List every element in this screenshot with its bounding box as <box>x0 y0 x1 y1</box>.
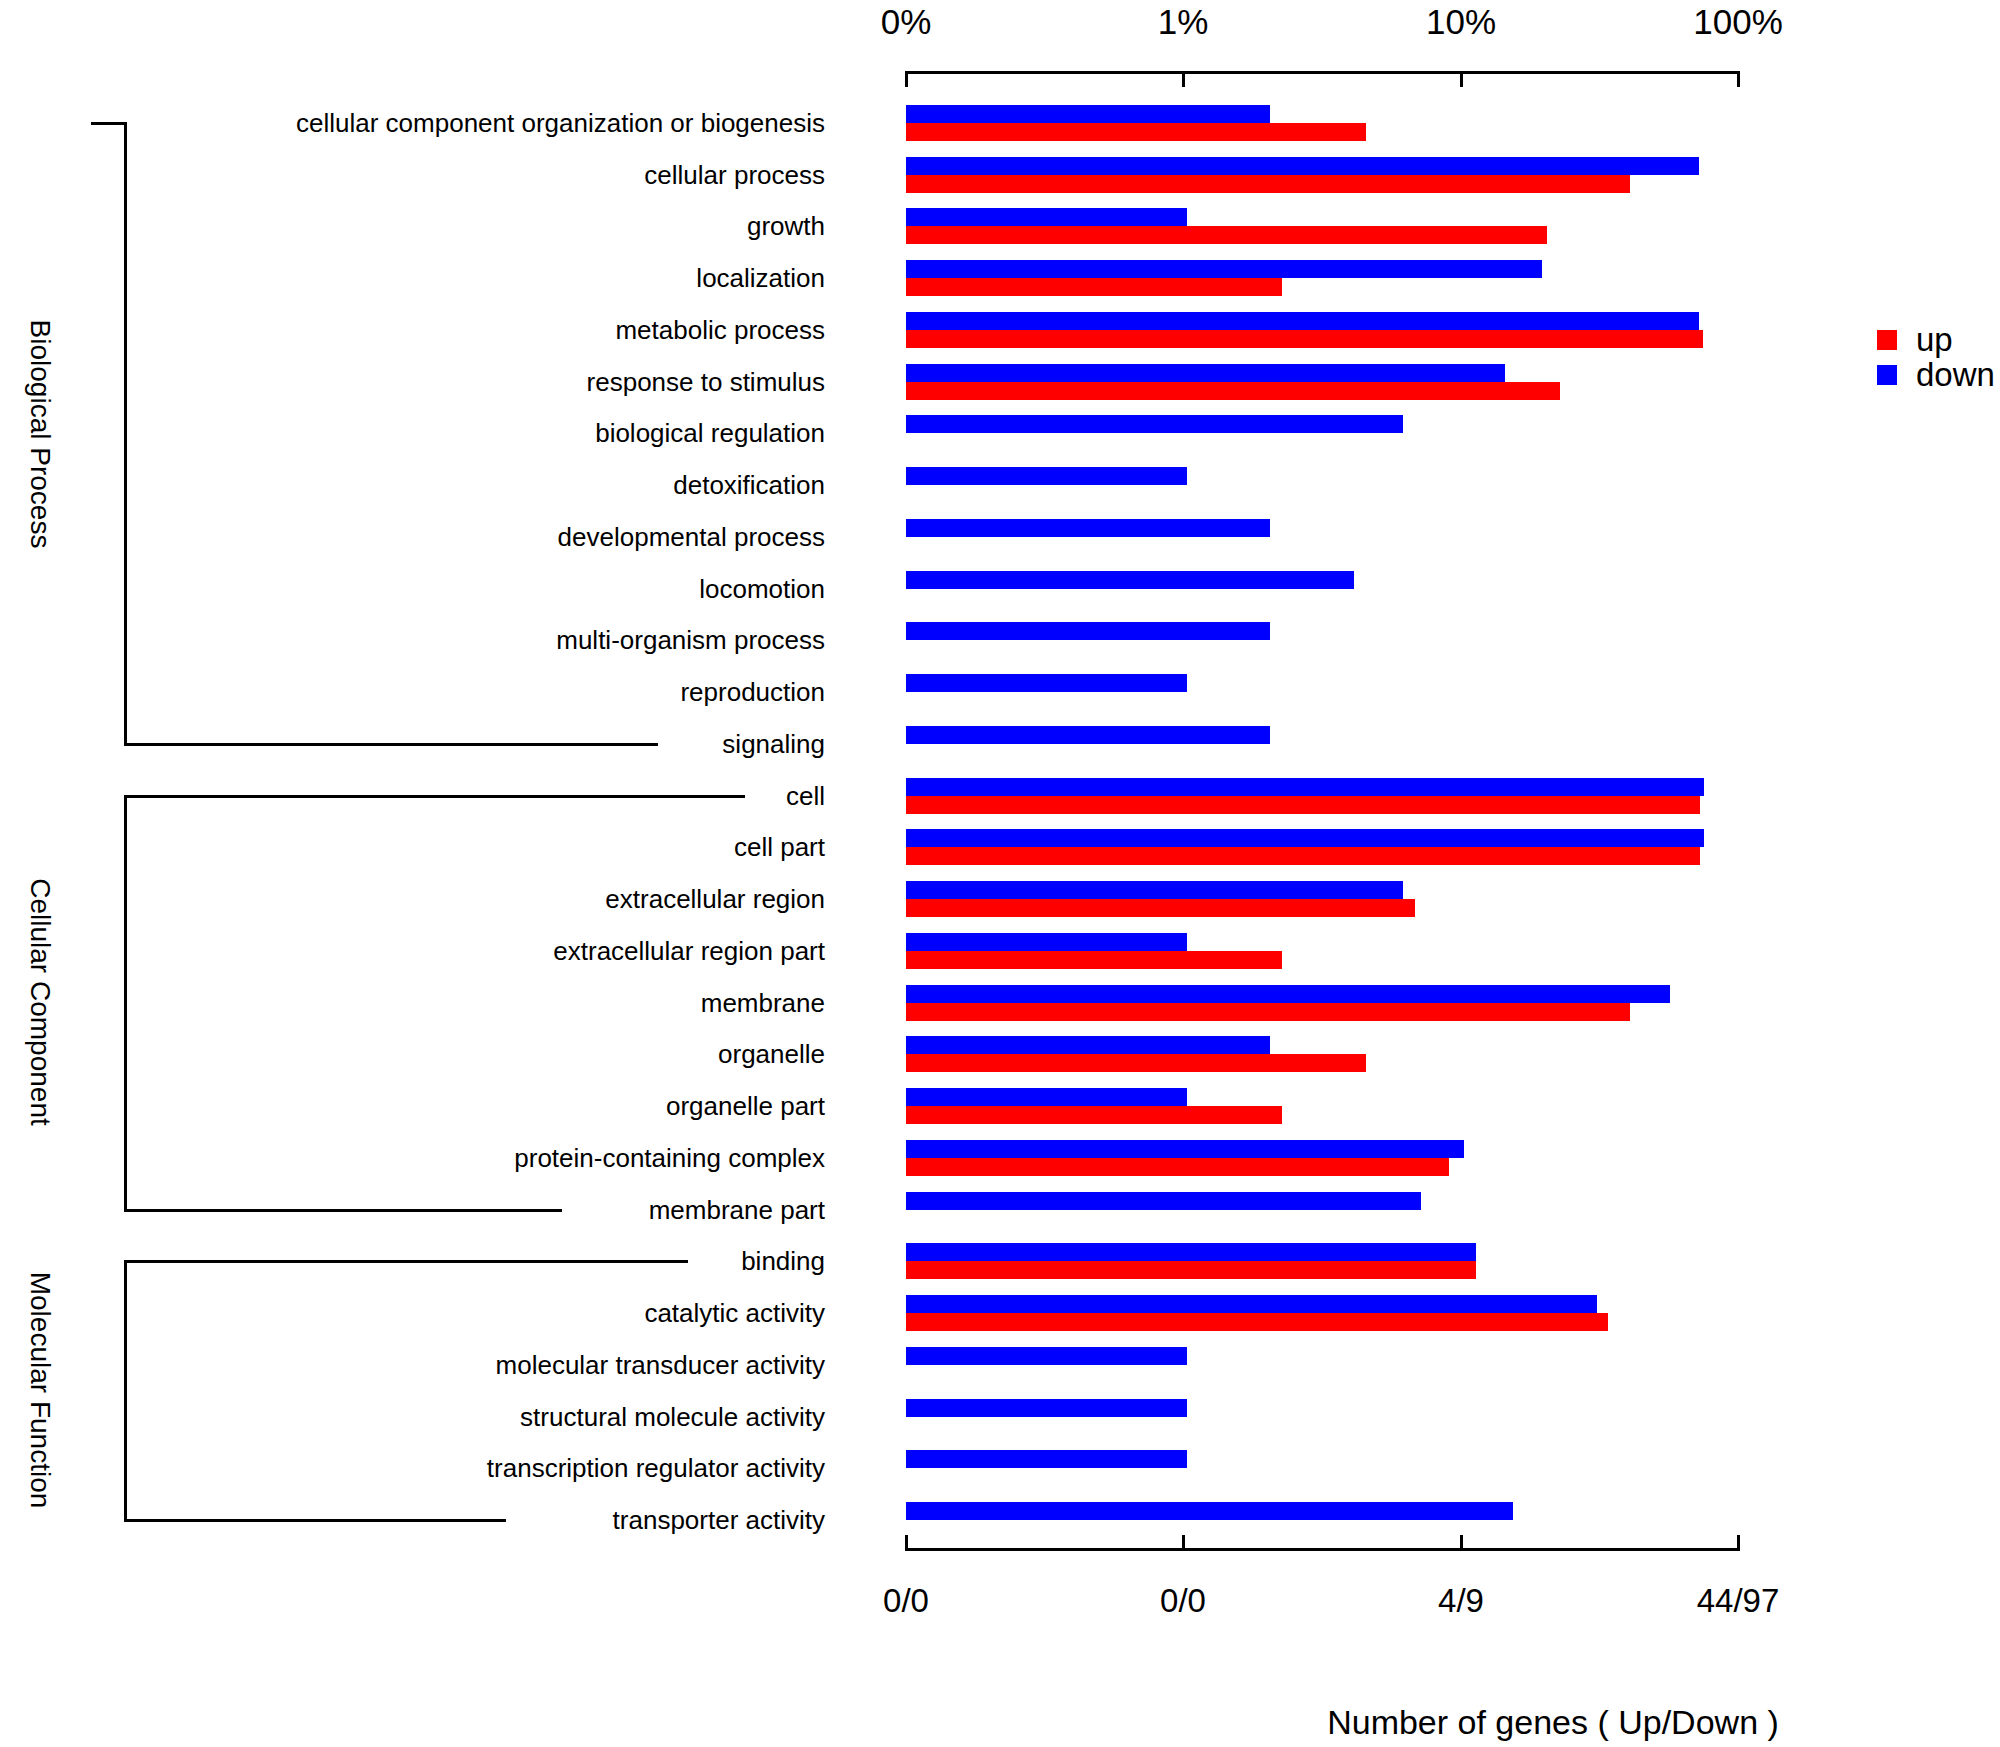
top-axis-tick <box>905 71 908 87</box>
legend-entry-down: down <box>1877 357 1995 392</box>
bar-up <box>906 1054 1366 1072</box>
bar-down <box>906 312 1699 330</box>
bar-up <box>906 226 1547 244</box>
go-annotation-chart: Biological Process Cellular Component Mo… <box>0 0 2000 1747</box>
legend-label-up: up <box>1916 322 1953 357</box>
bar-up <box>906 1003 1630 1021</box>
bar-up <box>906 123 1366 141</box>
bar-down <box>906 105 1270 123</box>
bar-down <box>906 829 1704 847</box>
bar-up <box>906 1261 1476 1279</box>
bar-up <box>906 847 1700 865</box>
bar-down <box>906 622 1270 640</box>
group-bracket-vertical <box>124 1260 127 1522</box>
bar-down <box>906 1502 1513 1520</box>
bar-down <box>906 1140 1464 1158</box>
legend-label-down: down <box>1916 357 1995 392</box>
bar-down <box>906 726 1270 744</box>
bar-down <box>906 1088 1187 1106</box>
bar-down <box>906 157 1699 175</box>
top-axis-tick-label: 1% <box>1158 2 1209 42</box>
bottom-axis-tick <box>1737 1535 1740 1551</box>
bar-down <box>906 1036 1270 1054</box>
top-axis-tick <box>1460 71 1463 87</box>
bar-down <box>906 674 1187 692</box>
bar-up <box>906 796 1700 814</box>
bar-down <box>906 260 1542 278</box>
bar-down <box>906 1192 1421 1210</box>
group-bracket-vertical <box>124 122 127 746</box>
top-axis-tick-label: 0% <box>881 2 932 42</box>
bottom-axis-tick-label: 44/97 <box>1697 1582 1780 1620</box>
bar-up <box>906 382 1560 400</box>
group-bracket-vertical <box>124 795 127 1212</box>
bar-up <box>906 951 1282 969</box>
bar-up <box>906 330 1703 348</box>
bar-down <box>906 1450 1187 1468</box>
top-axis-tick <box>1737 71 1740 87</box>
group-bracket-top <box>91 122 127 125</box>
bar-down <box>906 519 1270 537</box>
bar-up <box>906 175 1630 193</box>
bar-down <box>906 881 1403 899</box>
bar-down <box>906 1243 1476 1261</box>
bar-down <box>906 208 1187 226</box>
top-axis-tick-label: 100% <box>1693 2 1783 42</box>
group-bracket-bottom <box>124 743 658 746</box>
top-axis <box>905 71 1740 74</box>
top-axis-tick-label: 10% <box>1426 2 1496 42</box>
bar-up <box>906 1158 1449 1176</box>
group-bracket-bottom <box>124 1519 506 1522</box>
bar-down <box>906 1347 1187 1365</box>
bar-up <box>906 899 1415 917</box>
bar-down <box>906 1295 1597 1313</box>
bottom-axis-tick <box>905 1535 908 1551</box>
bar-up <box>906 1106 1282 1124</box>
legend-swatch-up-icon <box>1877 330 1897 350</box>
group-bracket-top <box>124 795 745 798</box>
x-axis-title: Number of genes ( Up/Down ) <box>1327 1703 1779 1742</box>
bar-down <box>906 415 1403 433</box>
bar-up <box>906 1313 1608 1331</box>
bar-up <box>906 278 1282 296</box>
bottom-axis-tick-label: 4/9 <box>1438 1582 1484 1620</box>
group-bracket-top <box>124 1260 688 1263</box>
bottom-axis <box>905 1548 1740 1551</box>
bar-down <box>906 467 1187 485</box>
legend-swatch-down-icon <box>1877 365 1897 385</box>
legend-entry-up: up <box>1877 322 1995 357</box>
bar-down <box>906 933 1187 951</box>
bar-down <box>906 985 1670 1003</box>
bottom-axis-tick-label: 0/0 <box>883 1582 929 1620</box>
bar-down <box>906 1399 1187 1417</box>
bar-down <box>906 571 1354 589</box>
bar-down <box>906 364 1505 382</box>
bottom-axis-tick-label: 0/0 <box>1160 1582 1206 1620</box>
legend: up down <box>1877 322 1995 392</box>
bar-down <box>906 778 1704 796</box>
top-axis-tick <box>1182 71 1185 87</box>
bottom-axis-tick <box>1460 1535 1463 1551</box>
group-bracket-bottom <box>124 1209 562 1212</box>
bottom-axis-tick <box>1182 1535 1185 1551</box>
